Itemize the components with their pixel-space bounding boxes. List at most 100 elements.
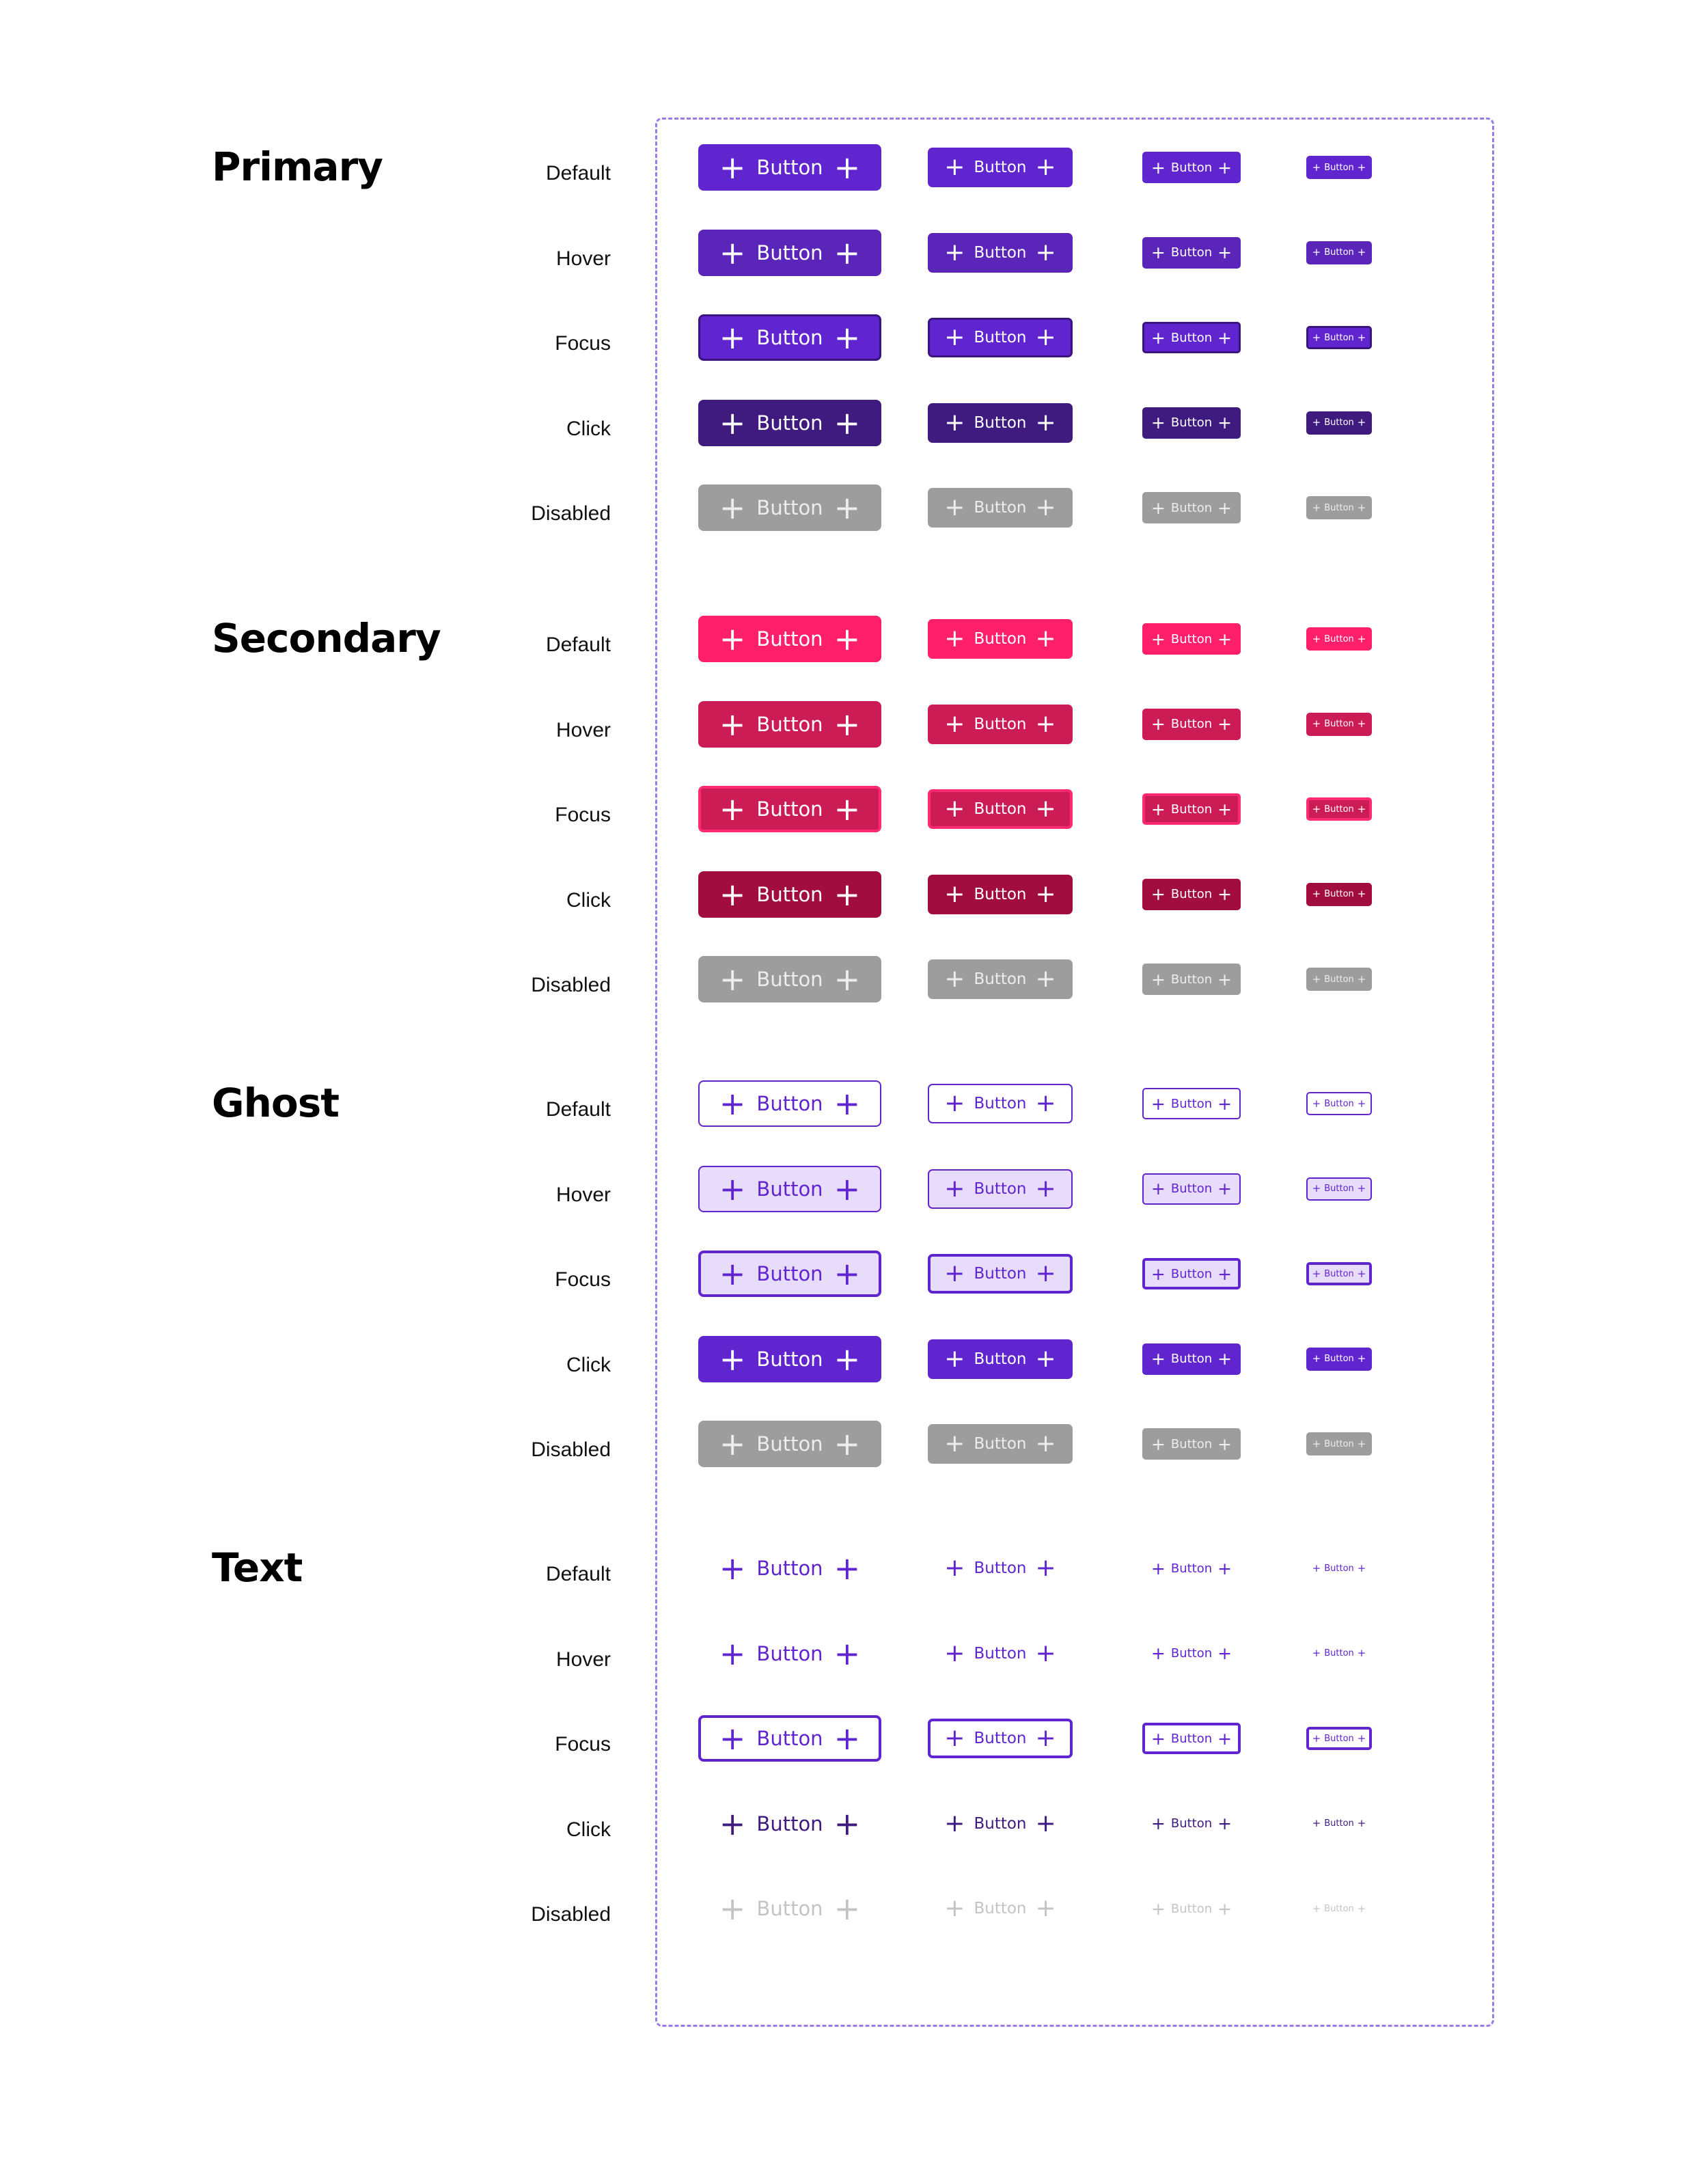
secondary-button-x-small-click[interactable]: + Button + [1306, 882, 1372, 906]
secondary-button-small-disabled[interactable]: + Button + [1142, 964, 1241, 995]
primary-button-medium-disabled[interactable]: + Button + [928, 488, 1073, 528]
ghost-button-large-hover[interactable]: + Button + [698, 1165, 881, 1212]
plus-icon: + [719, 1550, 746, 1587]
primary-button-small-hover[interactable]: + Button + [1142, 236, 1241, 269]
secondary-button-small-default[interactable]: + Button + [1142, 623, 1241, 655]
text-button-large-click[interactable]: + Button + [698, 1801, 881, 1847]
plus-icon: + [1357, 972, 1366, 985]
secondary-button-small-focus[interactable]: + Button + [1142, 793, 1241, 825]
primary-button-medium-focus[interactable]: + Button + [928, 318, 1073, 357]
primary-button-medium-click[interactable]: + Button + [928, 402, 1073, 443]
secondary-button-medium-click[interactable]: + Button + [928, 874, 1073, 914]
text-button-large-hover[interactable]: + Button + [698, 1630, 881, 1677]
text-button-small-focus[interactable]: + Button + [1142, 1723, 1241, 1754]
primary-button-x-small-click[interactable]: + Button + [1306, 411, 1372, 435]
text-button-small-default[interactable]: + Button + [1142, 1553, 1241, 1584]
plus-icon: + [944, 1894, 965, 1922]
secondary-button-medium-hover[interactable]: + Button + [928, 704, 1073, 744]
text-button-small-click[interactable]: + Button + [1142, 1808, 1241, 1840]
secondary-button-medium-default[interactable]: + Button + [928, 619, 1073, 659]
plus-icon: + [1312, 1182, 1321, 1194]
button-label: Button [1324, 247, 1354, 258]
secondary-button-x-small-default[interactable]: + Button + [1306, 627, 1372, 651]
plus-icon: + [1357, 718, 1366, 730]
plus-icon: + [1151, 1898, 1166, 1919]
text-button-medium-focus[interactable]: + Button + [928, 1719, 1073, 1758]
ghost-button-small-click[interactable]: + Button + [1142, 1343, 1241, 1375]
primary-button-small-click[interactable]: + Button + [1142, 407, 1241, 439]
primary-button-medium-default[interactable]: + Button + [928, 148, 1073, 187]
primary-button-large-disabled[interactable]: + Button + [698, 484, 881, 531]
primary-button-x-small-default[interactable]: + Button + [1306, 156, 1372, 179]
ghost-button-small-disabled[interactable]: + Button + [1142, 1428, 1241, 1460]
plus-icon: + [1151, 969, 1166, 989]
primary-button-large-focus[interactable]: + Button + [698, 314, 881, 361]
ghost-button-x-small-hover[interactable]: + Button + [1306, 1177, 1372, 1201]
button-label: Button [756, 1812, 823, 1835]
secondary-button-medium-disabled[interactable]: + Button + [928, 959, 1073, 999]
ghost-button-x-small-focus[interactable]: + Button + [1306, 1262, 1372, 1285]
ghost-button-medium-default[interactable]: + Button + [928, 1084, 1073, 1123]
text-button-large-default[interactable]: + Button + [698, 1545, 881, 1592]
text-button-x-small-hover[interactable]: + Button + [1306, 1642, 1372, 1665]
secondary-button-small-click[interactable]: + Button + [1142, 878, 1241, 910]
primary-button-large-default[interactable]: + Button + [698, 144, 881, 191]
ghost-button-large-focus[interactable]: + Button + [698, 1251, 881, 1297]
secondary-button-large-click[interactable]: + Button + [698, 871, 881, 918]
plus-icon: + [834, 1805, 861, 1842]
text-button-medium-click[interactable]: + Button + [928, 1804, 1073, 1844]
primary-button-x-small-disabled[interactable]: + Button + [1306, 496, 1372, 519]
text-button-x-small-click[interactable]: + Button + [1306, 1812, 1372, 1835]
ghost-button-small-focus[interactable]: + Button + [1142, 1258, 1241, 1289]
secondary-button-medium-focus[interactable]: + Button + [928, 789, 1073, 829]
state-label-hover: Hover [555, 1183, 611, 1206]
text-button-x-small-focus[interactable]: + Button + [1306, 1727, 1372, 1750]
button-label: Button [1170, 415, 1213, 430]
plus-icon: + [944, 795, 965, 823]
primary-button-x-small-hover[interactable]: + Button + [1306, 241, 1372, 264]
ghost-button-x-small-default[interactable]: + Button + [1306, 1092, 1372, 1115]
text-button-large-disabled[interactable]: + Button + [698, 1885, 881, 1932]
state-label-disabled: Disabled [531, 1903, 611, 1926]
secondary-button-x-small-hover[interactable]: + Button + [1306, 712, 1372, 736]
secondary-button-x-small-focus[interactable]: + Button + [1306, 797, 1372, 821]
text-button-x-small-disabled[interactable]: + Button + [1306, 1897, 1372, 1920]
secondary-button-large-default[interactable]: + Button + [698, 616, 881, 662]
secondary-button-x-small-disabled[interactable]: + Button + [1306, 968, 1372, 991]
text-button-large-focus[interactable]: + Button + [698, 1715, 881, 1762]
secondary-button-large-disabled[interactable]: + Button + [698, 956, 881, 1002]
text-button-small-disabled[interactable]: + Button + [1142, 1893, 1241, 1924]
text-button-medium-disabled[interactable]: + Button + [928, 1889, 1073, 1928]
text-button-x-small-default[interactable]: + Button + [1306, 1557, 1372, 1580]
text-button-small-hover[interactable]: + Button + [1142, 1638, 1241, 1669]
ghost-button-small-hover[interactable]: + Button + [1142, 1173, 1241, 1205]
plus-icon: + [834, 620, 861, 657]
ghost-button-medium-focus[interactable]: + Button + [928, 1254, 1073, 1294]
ghost-button-large-default[interactable]: + Button + [698, 1080, 881, 1127]
ghost-button-large-disabled[interactable]: + Button + [698, 1421, 881, 1467]
button-label: Button [1324, 974, 1354, 985]
secondary-button-large-hover[interactable]: + Button + [698, 700, 881, 748]
ghost-button-x-small-click[interactable]: + Button + [1306, 1347, 1372, 1371]
plus-icon: + [1312, 1437, 1321, 1450]
primary-button-medium-hover[interactable]: + Button + [928, 232, 1073, 273]
ghost-button-small-default[interactable]: + Button + [1142, 1088, 1241, 1119]
ghost-button-medium-disabled[interactable]: + Button + [928, 1424, 1073, 1464]
primary-button-small-disabled[interactable]: + Button + [1142, 492, 1241, 523]
text-button-medium-default[interactable]: + Button + [928, 1548, 1073, 1588]
secondary-button-small-hover[interactable]: + Button + [1142, 708, 1241, 740]
secondary-button-large-focus[interactable]: + Button + [698, 786, 881, 832]
plus-icon: + [1312, 416, 1321, 428]
primary-button-small-default[interactable]: + Button + [1142, 152, 1241, 183]
plus-icon: + [1217, 1558, 1232, 1579]
plus-icon: + [1217, 497, 1232, 518]
ghost-button-medium-hover[interactable]: + Button + [928, 1169, 1073, 1209]
primary-button-small-focus[interactable]: + Button + [1142, 322, 1241, 353]
ghost-button-x-small-disabled[interactable]: + Button + [1306, 1432, 1372, 1456]
primary-button-x-small-focus[interactable]: + Button + [1306, 326, 1372, 349]
primary-button-large-click[interactable]: + Button + [698, 399, 881, 446]
ghost-button-medium-click[interactable]: + Button + [928, 1339, 1073, 1379]
primary-button-large-hover[interactable]: + Button + [698, 229, 881, 276]
ghost-button-large-click[interactable]: + Button + [698, 1335, 881, 1382]
text-button-medium-hover[interactable]: + Button + [928, 1634, 1073, 1674]
